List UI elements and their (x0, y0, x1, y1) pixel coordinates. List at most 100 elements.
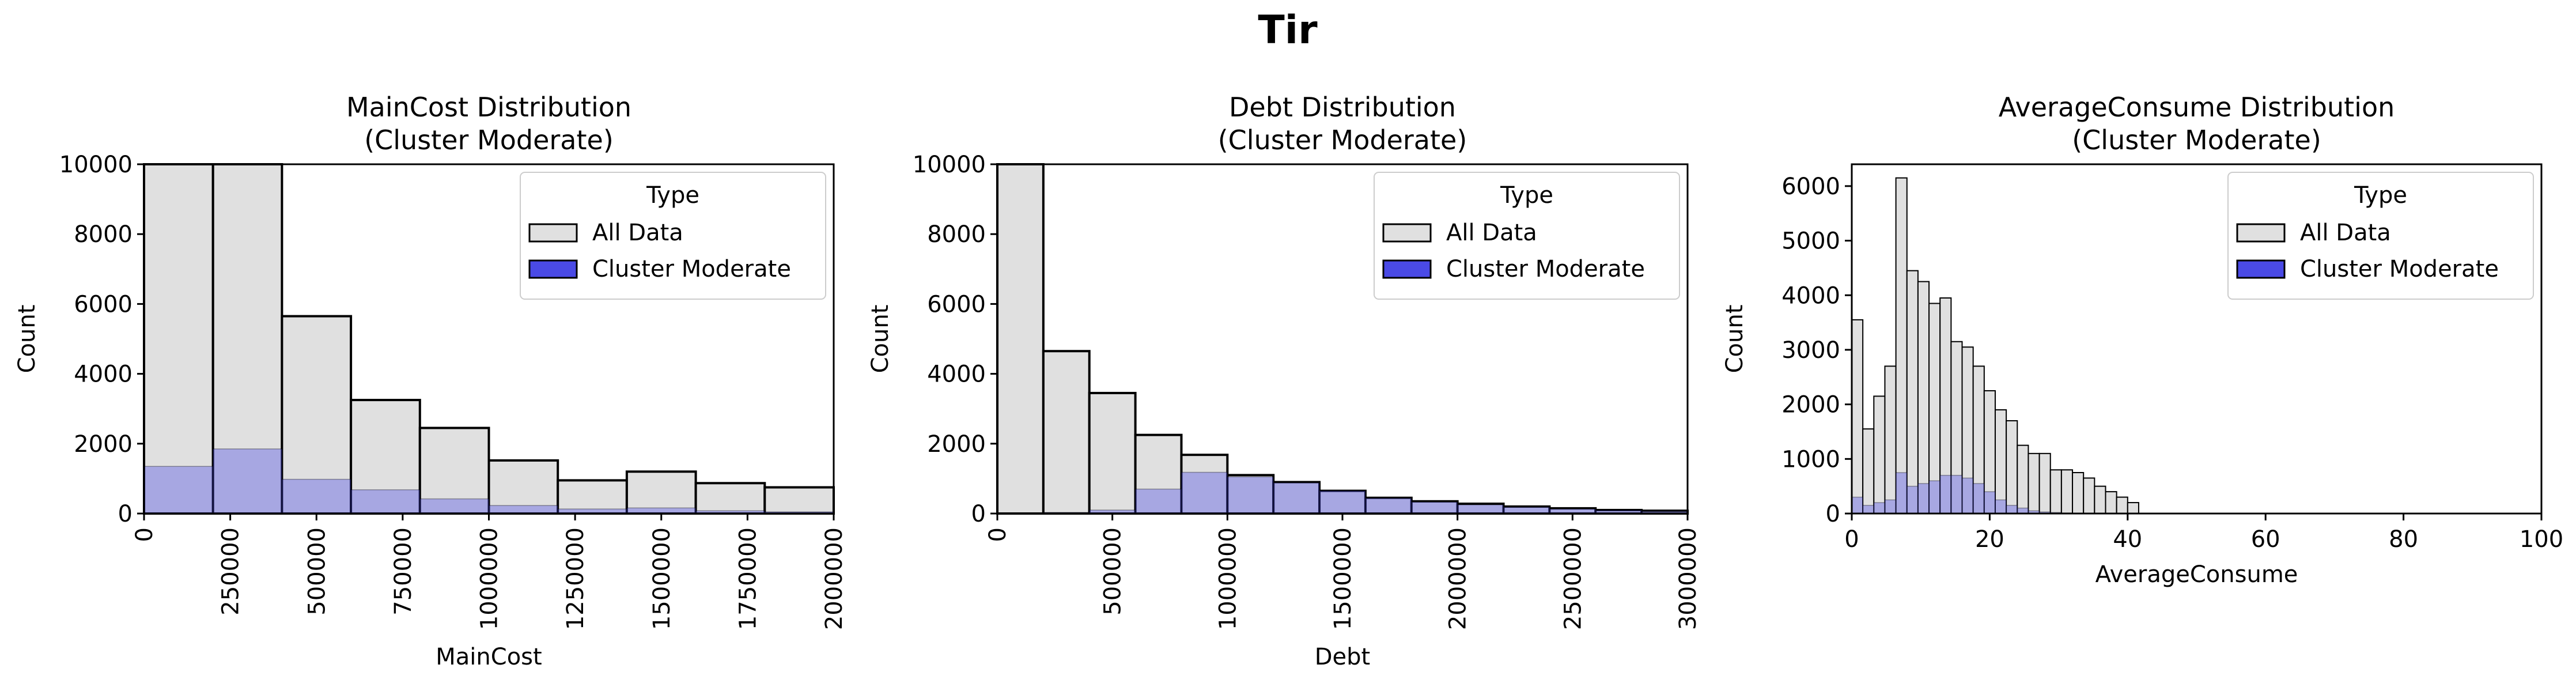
x-tick-label: 1500000 (649, 527, 675, 630)
legend: Type All Data Cluster Moderate (2227, 172, 2534, 300)
x-axis-label: Debt (1315, 644, 1370, 670)
y-tick-label: 6000 (927, 291, 986, 318)
y-tick-label: 8000 (74, 221, 133, 248)
subplot-1: 0 2000 4000 6000 8000 10000 0 250000 500000 75000… (14, 92, 848, 670)
legend-label-all-data: All Data (2300, 220, 2391, 246)
x-tick-label: 40 (2113, 526, 2142, 553)
legend-title: Type (1500, 182, 1553, 209)
legend-label-cluster-moderate: Cluster Moderate (1446, 256, 1645, 282)
y-tick-label: 2000 (1781, 392, 1840, 418)
bar-cluster-moderate (1181, 471, 1228, 514)
y-axis-label: Count (867, 305, 894, 373)
bar-cluster-moderate (1273, 482, 1320, 514)
x-tick-label: 0 (985, 527, 1011, 542)
bar-all-data (2017, 444, 2029, 514)
bar-all-data (1895, 177, 1908, 514)
bar-all-data (2127, 502, 2139, 514)
bar-cluster-moderate (212, 448, 283, 514)
legend-label-all-data: All Data (592, 220, 683, 246)
y-axis-label: Count (1722, 305, 1748, 373)
bar-all-data (2027, 452, 2040, 514)
legend-title: Type (646, 182, 699, 209)
y-tick-label: 3000 (1781, 337, 1840, 364)
x-tick-label: 1000000 (1215, 527, 1241, 630)
x-tick-label: 0 (131, 527, 158, 542)
bar-all-data (2038, 452, 2051, 514)
bar-cluster-moderate (1907, 485, 1919, 514)
x-axis-label: MainCost (436, 644, 542, 670)
bar-cluster-moderate (1227, 476, 1274, 514)
legend-swatch-all-data (1382, 223, 1432, 243)
bar-cluster-moderate (1134, 488, 1182, 514)
bar-all-data (1917, 281, 1930, 514)
subplot-title-line-1: AverageConsume Distribution (1999, 92, 2395, 123)
bar-cluster-moderate (1995, 499, 2007, 514)
x-tick-label: 1750000 (735, 527, 761, 630)
bar-all-data (1994, 409, 2007, 514)
legend-swatch-cluster-moderate (1382, 259, 1432, 279)
legend-label-cluster-moderate: Cluster Moderate (2300, 256, 2499, 282)
y-tick-label: 2000 (74, 431, 133, 458)
bar-all-data (1884, 365, 1897, 514)
x-tick-label: 80 (2389, 526, 2418, 553)
bar-all-data (1862, 428, 1875, 514)
x-tick-label: 1250000 (562, 527, 589, 630)
bar-cluster-moderate (488, 505, 558, 514)
bar-all-data (2060, 469, 2074, 514)
subplot-title-line-1: MainCost Distribution (346, 92, 631, 123)
x-tick-label: 1500000 (1330, 527, 1356, 630)
bar-all-data (625, 470, 697, 515)
legend: Type All Data Cluster Moderate (520, 172, 826, 300)
bar-cluster-moderate (1917, 483, 1930, 514)
bar-cluster-moderate (1895, 472, 1908, 514)
y-tick-label: 8000 (927, 221, 986, 248)
bar-all-data (694, 482, 766, 515)
bar-all-data (763, 486, 835, 515)
y-tick-label: 2000 (927, 431, 986, 458)
bar-cluster-moderate (1884, 499, 1897, 514)
bar-all-data (1134, 433, 1183, 515)
x-tick-label: 500000 (1100, 527, 1126, 616)
x-axis-label: AverageConsume (2095, 561, 2298, 588)
bar-all-data (2105, 491, 2117, 514)
y-tick-label: 6000 (1781, 173, 1840, 200)
x-tick-label: 3000000 (1675, 527, 1701, 630)
y-tick-label: 4000 (927, 361, 986, 388)
bar-all-data (557, 479, 628, 515)
bar-cluster-moderate (1851, 496, 1863, 514)
bar-cluster-moderate (281, 478, 351, 514)
bar-cluster-moderate (1365, 497, 1412, 514)
y-tick-label: 6000 (74, 291, 133, 318)
x-tick-label: 2000000 (1445, 527, 1472, 630)
legend-swatch-all-data (528, 223, 578, 243)
bar-cluster-moderate (1928, 480, 1940, 514)
bar-cluster-moderate (1862, 505, 1875, 514)
bar-cluster-moderate (419, 498, 490, 514)
subplot-title-line-2: (Cluster Moderate) (2072, 124, 2321, 156)
bar-all-data (1364, 496, 1413, 515)
legend-label-all-data: All Data (1446, 220, 1537, 246)
bar-cluster-moderate (1457, 504, 1504, 514)
x-tick-label: 2500000 (1560, 527, 1586, 630)
subplot-title-line-2: (Cluster Moderate) (364, 124, 614, 156)
bar-all-data (2049, 469, 2062, 514)
bar-cluster-moderate (1503, 507, 1550, 514)
bar-all-data (2072, 471, 2085, 514)
subplot-3: 0 1000 2000 3000 4000 5000 6000 0 20 40 60 80 100 Ave… (1722, 92, 2563, 588)
bar-cluster-moderate (143, 466, 214, 514)
bar-all-data (1042, 350, 1091, 515)
x-tick-label: 100 (2520, 526, 2563, 553)
y-tick-label: 10000 (913, 152, 986, 178)
x-tick-label: 1000000 (476, 527, 503, 630)
bar-all-data (143, 163, 214, 515)
bar-cluster-moderate (2006, 505, 2018, 514)
legend-box (1374, 172, 1680, 300)
subplot-2: 0 2000 4000 6000 8000 10000 0 500000 1000000 1500… (867, 92, 1701, 670)
legend-box (2227, 172, 2534, 300)
legend-box (520, 172, 826, 300)
x-tick-label: 0 (1844, 526, 1859, 553)
y-tick-label: 4000 (74, 361, 133, 388)
bar-cluster-moderate (1950, 474, 1963, 514)
